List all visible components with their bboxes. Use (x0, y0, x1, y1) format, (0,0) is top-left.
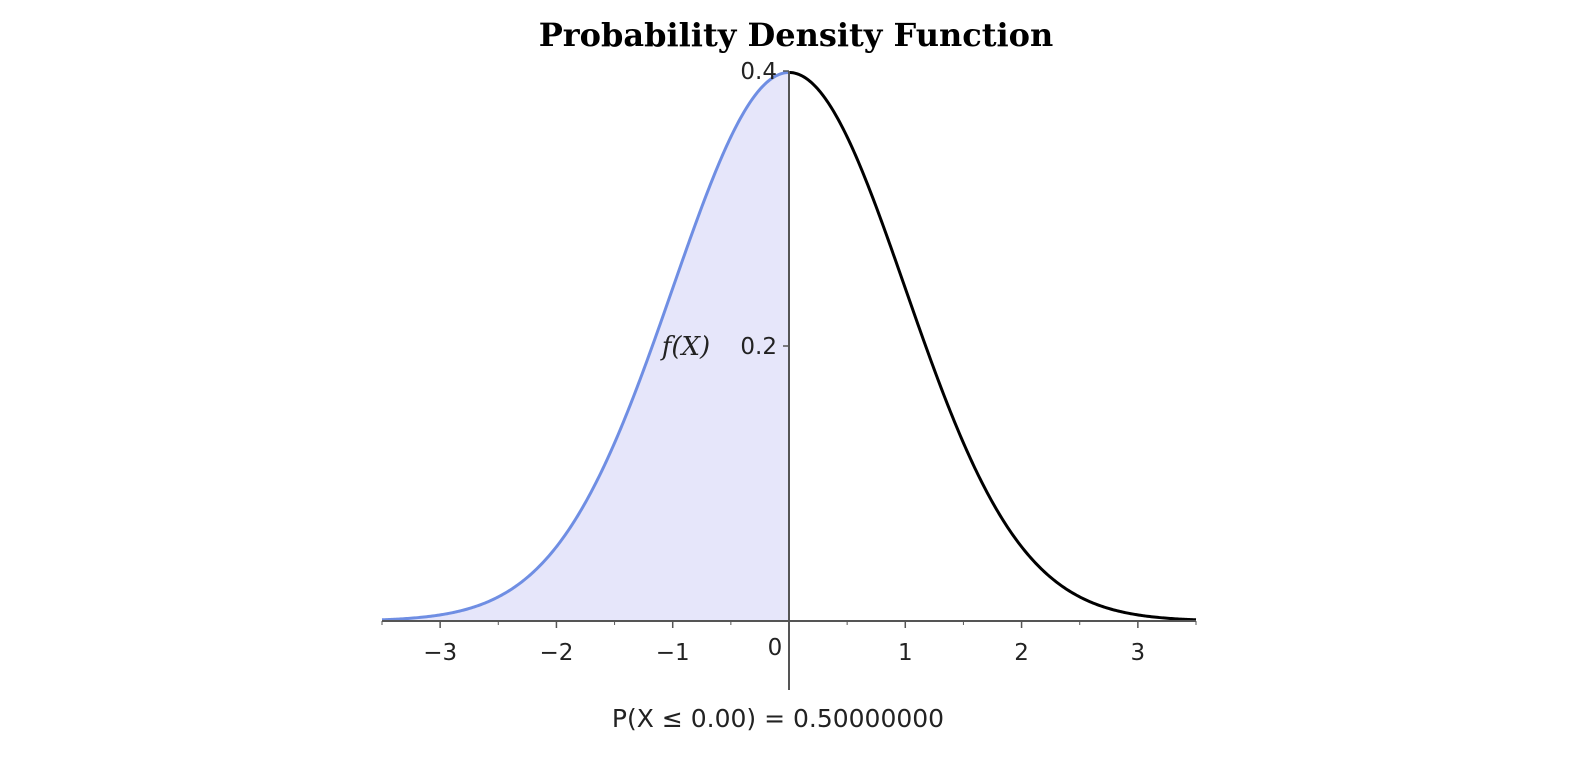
x-tick-label: 0 (768, 635, 783, 661)
x-tick-label: −3 (423, 640, 457, 666)
density-curve-line (788, 70, 1197, 622)
x-ticks: −3 −2 −1 0 1 2 3 (423, 621, 1145, 666)
y-tick-label: 0.4 (740, 59, 777, 85)
chart-title: Probability Density Function (539, 16, 1054, 54)
y-axis-label: f(X) (660, 332, 710, 362)
shaded-area (382, 72, 789, 621)
x-minor-ticks (381, 621, 1197, 625)
x-tick-label: −2 (539, 640, 573, 666)
x-tick-label: 3 (1131, 640, 1146, 666)
y-tick-label: 0.2 (740, 334, 777, 360)
x-tick-label: 1 (898, 640, 913, 666)
shaded-curve-line (381, 70, 790, 622)
x-tick-label: −1 (656, 640, 690, 666)
y-ticks: 0.2 0.4 (740, 59, 789, 360)
x-tick-label: 2 (1014, 640, 1029, 666)
probability-annotation: P(X ≤ 0.00) = 0.50000000 (612, 704, 944, 733)
